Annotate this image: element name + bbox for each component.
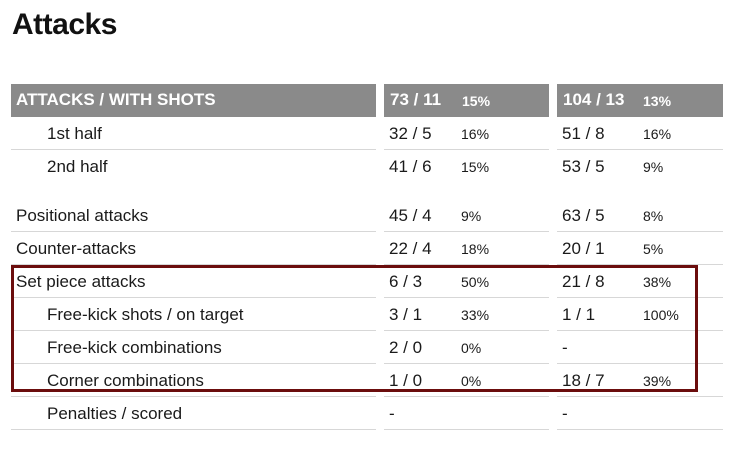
team1-value: 1 / 0: [389, 371, 423, 390]
team2-pct: 38%: [643, 274, 672, 290]
team1-pct: 15%: [461, 159, 490, 175]
team1-pct: 33%: [461, 307, 490, 323]
team1-value: 2 / 0: [389, 338, 423, 357]
team1-pct: 50%: [461, 274, 490, 290]
row-divider: [11, 231, 376, 232]
team1-value: 41 / 6: [389, 157, 432, 176]
row-label: 1st half: [47, 124, 102, 143]
team2-value: 21 / 8: [562, 272, 605, 291]
row-divider: [557, 330, 723, 331]
team2-value: 63 / 5: [562, 206, 605, 225]
row-label: Penalties / scored: [47, 404, 183, 423]
header-team2-pct: 13%: [643, 93, 672, 109]
team2-value: 51 / 8: [562, 124, 605, 143]
table-row: 2nd half 41 / 6 15% 53 / 5 9%: [0, 150, 756, 183]
team1-value: -: [389, 404, 395, 423]
row-label: Free-kick shots / on target: [47, 305, 244, 324]
table-row: Positional attacks 45 / 4 9% 63 / 5 8%: [0, 199, 756, 232]
row-divider: [11, 396, 376, 397]
team2-value: -: [562, 338, 568, 357]
row-divider: [384, 149, 549, 150]
row-label: Corner combinations: [47, 371, 204, 390]
set-piece-highlight-box: [11, 265, 698, 392]
header-label: ATTACKS / WITH SHOTS: [16, 90, 216, 109]
row-divider: [557, 264, 723, 265]
team1-value: 32 / 5: [389, 124, 432, 143]
table-row: Free-kick shots / on target 3 / 1 33% 1 …: [0, 298, 756, 331]
team2-value: 18 / 7: [562, 371, 605, 390]
row-divider: [557, 149, 723, 150]
row-divider: [384, 297, 549, 298]
row-divider: [384, 363, 549, 364]
row-divider: [557, 363, 723, 364]
row-divider: [557, 429, 723, 430]
header-team2-cell: 104 / 13 13%: [557, 84, 723, 117]
team2-value: 53 / 5: [562, 157, 605, 176]
team2-value: -: [562, 404, 568, 423]
team2-pct: 39%: [643, 373, 672, 389]
row-divider: [557, 396, 723, 397]
table-row: 1st half 32 / 5 16% 51 / 8 16%: [0, 117, 756, 150]
team2-pct: 8%: [643, 208, 664, 224]
row-label: Positional attacks: [16, 206, 149, 225]
team1-pct: 16%: [461, 126, 490, 142]
row-divider: [557, 231, 723, 232]
team2-pct: 16%: [643, 126, 672, 142]
team2-pct: 100%: [643, 307, 679, 323]
team1-pct: 18%: [461, 241, 490, 257]
table-row: Set piece attacks 6 / 3 50% 21 / 8 38%: [0, 265, 756, 298]
team1-value: 3 / 1: [389, 305, 423, 324]
row-label: 2nd half: [47, 157, 108, 176]
header-team1-pct: 15%: [462, 93, 491, 109]
table-row: Free-kick combinations 2 / 0 0% -: [0, 331, 756, 364]
row-divider: [384, 264, 549, 265]
team1-value: 45 / 4: [389, 206, 432, 225]
row-divider: [384, 429, 549, 430]
page-title: Attacks: [12, 8, 117, 41]
row-divider: [11, 429, 376, 430]
team1-pct: 0%: [461, 373, 482, 389]
team1-value: 22 / 4: [389, 239, 432, 258]
table-row: Counter-attacks 22 / 4 18% 20 / 1 5%: [0, 232, 756, 265]
team1-pct: 0%: [461, 340, 482, 356]
row-label: Counter-attacks: [16, 239, 136, 258]
header-team1-cell: 73 / 11 15%: [384, 84, 549, 117]
header-team2-value: 104 / 13: [563, 90, 625, 109]
row-divider: [11, 363, 376, 364]
row-divider: [11, 149, 376, 150]
table-row: Penalties / scored - -: [0, 397, 756, 430]
table-row: Corner combinations 1 / 0 0% 18 / 7 39%: [0, 364, 756, 397]
team1-pct: 9%: [461, 208, 482, 224]
row-divider: [384, 231, 549, 232]
team1-value: 6 / 3: [389, 272, 423, 291]
row-label: Set piece attacks: [16, 272, 146, 291]
team2-pct: 5%: [643, 241, 664, 257]
row-divider: [11, 297, 376, 298]
team2-value: 20 / 1: [562, 239, 605, 258]
team2-pct: 9%: [643, 159, 664, 175]
row-divider: [557, 297, 723, 298]
row-label: Free-kick combinations: [47, 338, 222, 357]
row-divider: [11, 264, 376, 265]
team2-value: 1 / 1: [562, 305, 596, 324]
row-divider: [384, 396, 549, 397]
header-team1-value: 73 / 11: [390, 90, 442, 109]
row-divider: [11, 330, 376, 331]
header-label-cell: ATTACKS / WITH SHOTS: [11, 84, 376, 117]
row-divider: [384, 330, 549, 331]
